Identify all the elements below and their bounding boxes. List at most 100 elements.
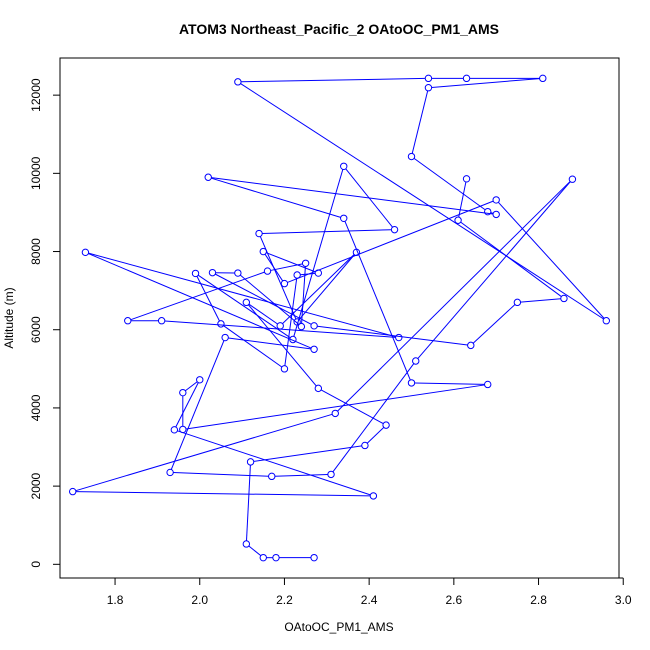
data-point: [462, 74, 471, 83]
data-point: [382, 421, 390, 429]
plot-frame: [59, 57, 620, 579]
series-segment: [262, 229, 392, 234]
data-point: [314, 269, 323, 277]
series-segment: [211, 177, 341, 218]
data-point: [276, 322, 284, 330]
data-point: [352, 248, 361, 257]
x-tick-label: 2.0: [191, 593, 208, 607]
series-segment: [248, 545, 262, 557]
series-segment: [215, 273, 312, 325]
series-segment: [185, 381, 198, 392]
data-point: [191, 269, 200, 278]
series-segment: [460, 221, 562, 297]
series-segment: [196, 276, 220, 322]
chart-title: ATOM3 Northeast_Pacific_2 OAtoOC_PM1_AMS: [179, 21, 499, 37]
series-segment: [472, 304, 516, 344]
series-segment: [170, 340, 225, 470]
data-point: [263, 267, 272, 275]
data-point: [217, 320, 225, 328]
series-segment: [320, 389, 384, 425]
data-point: [560, 294, 568, 303]
y-tick-label: 2000: [29, 472, 43, 499]
series-segment: [253, 445, 362, 462]
data-point: [280, 365, 289, 373]
series-segment: [520, 298, 561, 303]
series-segment: [223, 325, 283, 368]
data-point: [310, 553, 318, 562]
series-segment: [293, 169, 344, 337]
x-tick-label: 2.4: [361, 593, 378, 607]
series-segment: [337, 181, 571, 412]
series-segment: [458, 181, 467, 218]
y-tick-label: 8000: [29, 238, 43, 265]
data-point: [424, 74, 433, 83]
data-point: [204, 173, 212, 181]
data-point: [340, 162, 348, 171]
series-segment: [298, 254, 355, 320]
data-point: [170, 426, 179, 434]
series-segment: [240, 83, 604, 320]
series-segment: [185, 384, 485, 430]
data-point: [234, 269, 242, 277]
data-point: [259, 247, 267, 256]
data-point: [221, 333, 229, 342]
data-point: [462, 175, 471, 183]
data-point: [234, 78, 242, 86]
y-axis-label: Altitude (m): [2, 287, 16, 348]
series-layer: [69, 74, 610, 562]
data-point: [484, 380, 492, 389]
data-point: [327, 470, 335, 479]
series-segment: [75, 491, 371, 497]
data-point: [69, 487, 77, 496]
data-point: [331, 409, 339, 418]
x-tick-label: 2.6: [445, 593, 462, 607]
data-point: [513, 298, 522, 307]
data-point: [179, 425, 187, 434]
series-segment: [266, 252, 316, 273]
series-segment: [301, 266, 306, 324]
data-point: [293, 318, 301, 326]
data-point: [407, 152, 416, 161]
x-axis: 1.8 2.0 2.2 2.4 2.6 2.8 3.0: [107, 577, 632, 607]
series-segment: [284, 278, 298, 366]
series-segment: [239, 274, 300, 325]
series-segment: [366, 426, 385, 444]
x-axis-label: OAtoOC_PM1_AMS: [284, 620, 393, 634]
data-point: [424, 84, 433, 92]
data-point: [568, 175, 577, 183]
data-point: [196, 376, 204, 384]
data-point: [412, 357, 420, 365]
data-point: [539, 74, 547, 83]
series-segment: [175, 382, 199, 428]
data-point: [293, 271, 301, 279]
series-segment: [413, 157, 486, 211]
series-segment: [130, 271, 265, 321]
data-point: [124, 317, 132, 325]
series-segment: [332, 363, 415, 473]
data-point: [310, 322, 318, 330]
data-point: [492, 196, 500, 204]
data-point: [272, 553, 280, 562]
data-point: [179, 388, 187, 397]
series-segment: [414, 382, 485, 385]
data-point: [297, 322, 306, 331]
data-point: [310, 345, 318, 353]
series-segment: [241, 77, 426, 83]
series-segment: [417, 181, 571, 359]
data-point: [395, 333, 403, 342]
x-tick-label: 2.8: [530, 593, 547, 607]
data-point: [289, 335, 297, 344]
data-point: [280, 279, 289, 288]
data-point: [242, 298, 251, 307]
data-point: [492, 210, 500, 219]
series-segment: [282, 254, 355, 324]
data-point: [340, 214, 348, 223]
series-segment: [497, 201, 605, 319]
data-point: [268, 472, 276, 481]
series-segment: [173, 472, 269, 477]
series-segment: [211, 177, 494, 215]
series-segment: [264, 253, 284, 282]
y-tick-label: 6000: [29, 316, 43, 343]
y-tick-label: 4000: [29, 394, 43, 421]
data-point: [467, 341, 475, 350]
